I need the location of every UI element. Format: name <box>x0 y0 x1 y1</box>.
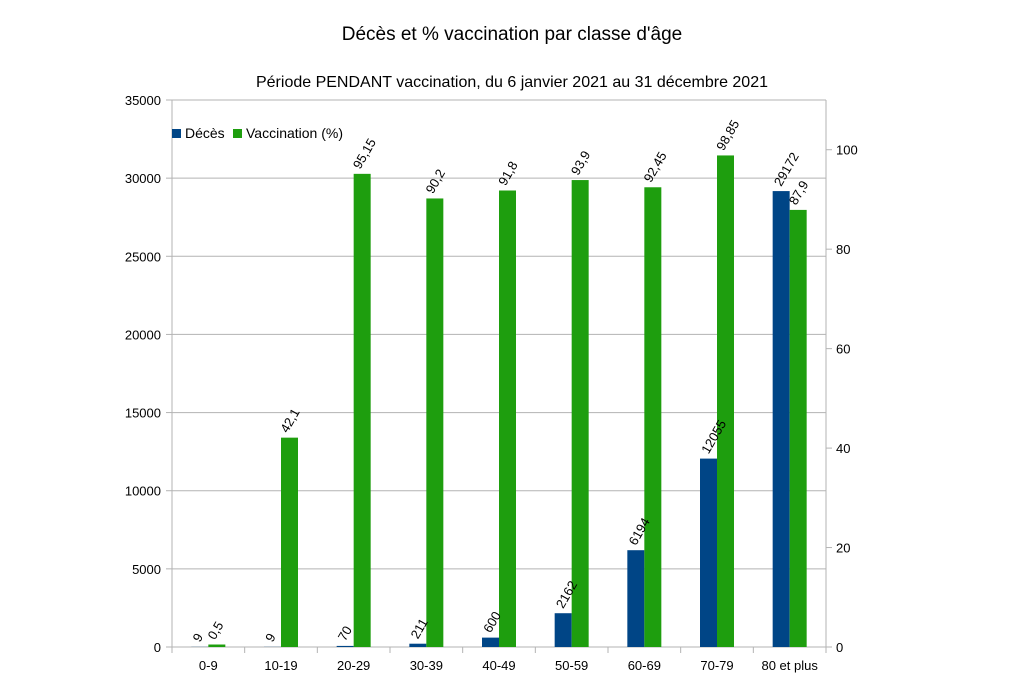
data-label-deces: 9 <box>262 631 279 645</box>
x-tick-label: 0-9 <box>199 658 218 673</box>
data-label-deces: 9 <box>189 631 206 645</box>
bar-vaccination <box>499 190 516 647</box>
bar-deces <box>554 613 572 647</box>
y-left-tick-label: 20000 <box>125 327 161 342</box>
legend-label-vaccination: Vaccination (%) <box>246 125 343 141</box>
y-left-tick-label: 5000 <box>132 562 161 577</box>
x-tick-label: 10-19 <box>264 658 297 673</box>
y-left-tick-label: 10000 <box>125 484 161 499</box>
y-left-tick-label: 15000 <box>125 406 161 421</box>
data-label-vaccination: 91,8 <box>495 159 521 188</box>
data-label-vaccination: 0,5 <box>204 619 226 642</box>
y-right-tick-label: 100 <box>836 143 858 158</box>
bar-deces <box>772 191 790 647</box>
bar-vaccination <box>571 180 589 647</box>
data-label-vaccination: 93,9 <box>568 148 594 177</box>
bar-deces <box>700 458 717 647</box>
data-label-deces: 70 <box>335 623 355 643</box>
data-label-vaccination: 92,45 <box>640 149 669 185</box>
bar-deces <box>627 550 645 647</box>
y-right-tick-label: 40 <box>836 441 850 456</box>
y-right-tick-label: 80 <box>836 242 850 257</box>
legend-swatch-deces <box>172 129 181 138</box>
x-tick-label: 30-39 <box>410 658 443 673</box>
bar-vaccination <box>353 173 371 647</box>
legend-swatch-vaccination <box>233 129 242 138</box>
data-label-vaccination: 87,9 <box>786 178 812 207</box>
bar-vaccination <box>644 187 662 647</box>
legend-label-deces: Décès <box>185 125 225 141</box>
x-tick-label: 80 et plus <box>761 658 818 673</box>
data-label-vaccination: 95,15 <box>350 136 379 172</box>
bar-deces <box>336 645 354 647</box>
x-tick-label: 40-49 <box>482 658 515 673</box>
data-label-vaccination: 90,2 <box>422 167 448 196</box>
bar-vaccination <box>281 437 298 647</box>
y-left-tick-label: 25000 <box>125 249 161 264</box>
data-label-vaccination: 42,1 <box>277 406 303 435</box>
chart-subtitle: Période PENDANT vaccination, du 6 janvie… <box>255 74 768 91</box>
y-right-tick-label: 60 <box>836 342 850 357</box>
x-tick-label: 60-69 <box>628 658 661 673</box>
bar-vaccination <box>789 209 807 647</box>
bar-vaccination <box>208 644 226 647</box>
x-tick-label: 70-79 <box>700 658 733 673</box>
y-right-tick-label: 20 <box>836 541 850 556</box>
chart-title: Décès et % vaccination par classe d'âge <box>341 24 683 45</box>
bar-vaccination <box>426 198 444 647</box>
bar-vaccination <box>717 155 734 647</box>
y-left-tick-label: 35000 <box>125 93 161 108</box>
bar-deces <box>482 637 499 647</box>
y-right-tick-label: 0 <box>836 640 843 655</box>
y-left-tick-label: 30000 <box>125 171 161 186</box>
y-left-tick-label: 0 <box>154 640 161 655</box>
bar-deces <box>409 643 427 647</box>
x-tick-label: 50-59 <box>555 658 588 673</box>
data-label-vaccination: 98,85 <box>713 117 742 153</box>
x-tick-label: 20-29 <box>337 658 370 673</box>
